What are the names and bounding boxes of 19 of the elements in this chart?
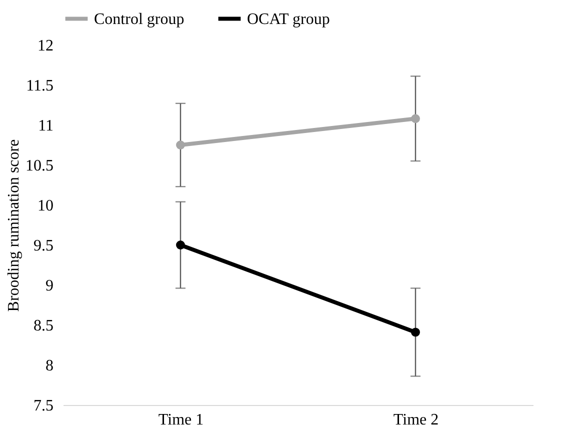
y-tick-label: 10.5 bbox=[26, 158, 54, 174]
y-tick-label: 10 bbox=[38, 198, 54, 214]
y-axis-title: Brooding rumination score bbox=[6, 139, 22, 312]
x-tick-label: Time 1 bbox=[158, 412, 204, 428]
y-tick-label: 9 bbox=[46, 278, 54, 294]
point bbox=[411, 114, 420, 124]
point bbox=[411, 328, 420, 337]
x-tick-label: Time 2 bbox=[393, 412, 439, 428]
y-tick-label: 11 bbox=[38, 118, 54, 134]
y-tick-label: 9.5 bbox=[34, 238, 54, 254]
legend-label: OCAT group bbox=[247, 10, 330, 28]
y-tick-label: 8 bbox=[46, 358, 54, 374]
y-tick-label: 7.5 bbox=[34, 398, 54, 414]
point bbox=[176, 240, 185, 250]
point bbox=[176, 140, 185, 150]
y-tick-label: 11.5 bbox=[26, 78, 54, 94]
y-tick-label: 8.5 bbox=[34, 318, 54, 334]
y-tick-label: 12 bbox=[38, 38, 54, 54]
legend-label: Control group bbox=[94, 10, 184, 28]
